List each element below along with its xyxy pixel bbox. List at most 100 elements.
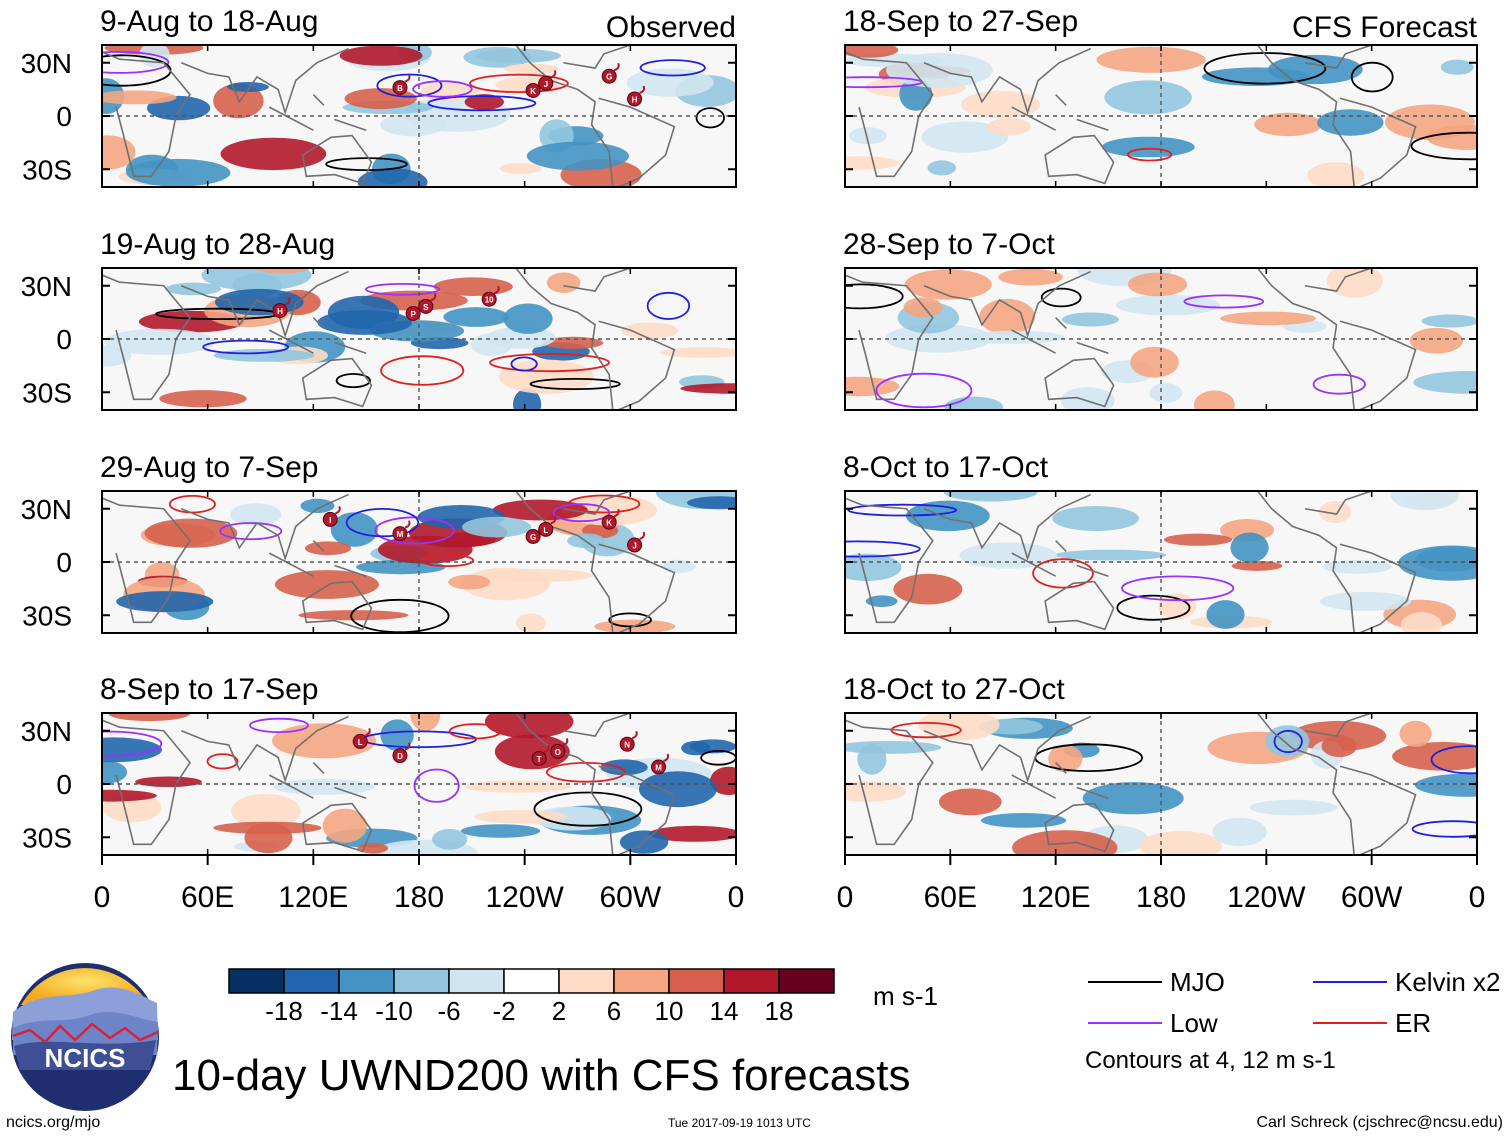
contour-line — [608, 612, 652, 628]
anomaly-blob — [231, 793, 301, 829]
coastline — [301, 802, 373, 853]
contour-line — [469, 73, 569, 94]
anomaly-blob — [662, 559, 696, 574]
footer-timestamp: Tue 2017-09-19 1013 UTC — [668, 1116, 811, 1130]
contour-line — [325, 157, 408, 172]
anomaly-blob — [1082, 782, 1184, 815]
anomaly-blob — [464, 780, 572, 793]
coastline — [180, 270, 349, 339]
coastline — [515, 45, 614, 187]
anomaly-blob — [1440, 59, 1474, 75]
anomaly-blob — [903, 297, 943, 318]
coastline — [1256, 45, 1355, 187]
anomaly-blob — [1231, 560, 1283, 571]
contour-line — [845, 540, 921, 558]
anomaly-blob — [159, 390, 247, 408]
anomaly-blob — [526, 141, 630, 171]
anomaly-blob — [1399, 720, 1432, 747]
colorbar-segment — [393, 968, 450, 994]
anomaly-blob — [1115, 294, 1220, 316]
contour-line — [202, 339, 290, 355]
anomaly-blob — [108, 713, 190, 722]
x-tick-label: 0 — [728, 881, 745, 914]
coastline — [102, 51, 192, 178]
contour-line — [206, 753, 239, 770]
anomaly-blob — [1268, 54, 1363, 85]
anomaly-blob — [1230, 532, 1269, 563]
contour-line — [364, 282, 441, 296]
coastline — [1011, 94, 1109, 131]
colorbar-segment — [448, 968, 505, 994]
coastline — [515, 491, 614, 633]
column-label: Observed — [606, 11, 736, 44]
anomaly-blob — [317, 310, 412, 335]
contour-line — [695, 107, 726, 129]
anomaly-blob — [546, 272, 581, 293]
coastline — [563, 491, 631, 515]
anomaly-blob — [322, 808, 368, 843]
column-label: CFS Forecast — [1292, 11, 1478, 44]
storm-label: L — [543, 526, 548, 535]
y-tick-label: 30N — [21, 494, 72, 525]
anomaly-blob — [1054, 549, 1167, 561]
contour-note: Contours at 4, 12 m s-1 — [1085, 1047, 1336, 1074]
colorbar-units: m s-1 — [873, 981, 938, 1011]
storm-marker: I — [322, 506, 341, 527]
anomaly-blob — [1385, 104, 1475, 140]
y-tick-label: 30N — [21, 48, 72, 79]
anomaly-blob — [893, 573, 963, 605]
coastline — [102, 497, 192, 624]
coastline — [1044, 357, 1115, 408]
anomaly-blob — [1128, 272, 1188, 297]
coastline — [598, 97, 676, 187]
x-tick-label: 120W — [1227, 881, 1306, 914]
contour-line — [102, 51, 170, 74]
storm-label: J — [544, 80, 548, 89]
coastline — [1256, 268, 1355, 410]
coastline — [563, 268, 631, 292]
contour-line — [345, 507, 420, 538]
coastline — [1011, 762, 1109, 799]
anomaly-blob — [845, 376, 900, 397]
anomaly-blob — [463, 46, 532, 68]
y-tick-label: 0 — [56, 547, 72, 578]
coastline — [515, 713, 614, 855]
contour-line — [875, 372, 973, 409]
contour-line — [427, 95, 537, 112]
y-tick-label: 30S — [22, 822, 72, 853]
anomaly-blob — [135, 776, 202, 788]
colorbar-segment — [668, 968, 725, 994]
coastline — [1256, 491, 1355, 633]
storm-marker: J — [627, 531, 646, 553]
x-tick-label: 120W — [485, 881, 564, 914]
anomaly-blob — [626, 68, 714, 97]
contour-line — [489, 353, 610, 373]
anomaly-blob — [230, 503, 282, 526]
storm-label: H — [632, 95, 638, 104]
anomaly-blob — [1158, 593, 1197, 620]
coastline — [845, 274, 934, 401]
anomaly-blob — [498, 359, 594, 394]
storm-marker: B — [392, 74, 411, 96]
contour-line — [646, 291, 691, 320]
colorbar-label: -14 — [320, 996, 358, 1026]
anomaly-blob — [944, 396, 1003, 410]
colorbar-label: 10 — [655, 996, 684, 1026]
panel-title: 19-Aug to 28-Aug — [100, 228, 335, 261]
anomaly-blob — [885, 324, 992, 353]
anomaly-blob — [1206, 600, 1245, 629]
anomaly-blob — [1413, 371, 1477, 394]
coastline — [268, 762, 367, 799]
anomaly-blob — [1060, 387, 1115, 410]
coastline — [1339, 765, 1417, 855]
anomaly-blob — [448, 574, 491, 590]
legend-label: MJO — [1170, 967, 1225, 997]
anomaly-blob — [1163, 533, 1233, 546]
storm-marker: T — [531, 745, 550, 766]
anomaly-blob — [513, 388, 542, 410]
storm-label: G — [530, 533, 536, 542]
y-tick-label: 30N — [21, 271, 72, 302]
anomaly-blob — [1194, 390, 1235, 410]
anomaly-blob — [659, 347, 736, 358]
anomaly-blob — [443, 307, 510, 327]
